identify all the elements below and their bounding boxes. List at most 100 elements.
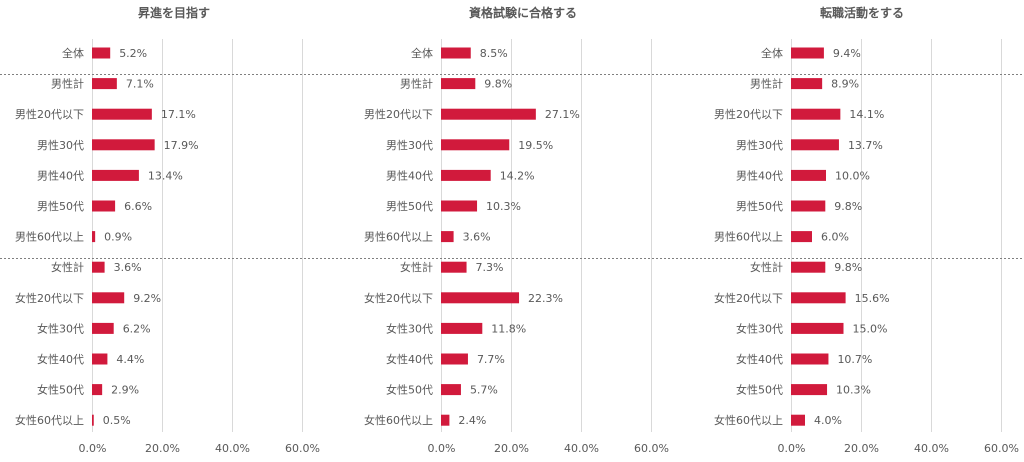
panel-2-bar-12: [441, 414, 450, 426]
panel-1-bar-1: [92, 78, 117, 90]
panel-2-value-label-5: 10.3%: [486, 200, 521, 213]
separator-layer: [0, 74, 1024, 259]
panel-3-category-label-1: 男性計: [750, 77, 783, 91]
panel-3-value-label-10: 10.7%: [837, 353, 872, 366]
panel-1-category-label-7: 女性計: [51, 260, 84, 274]
panel-1-category-label-12: 女性60代以上: [15, 413, 84, 427]
panel-2-title: 資格試験に合格する: [469, 5, 577, 20]
panel-3-x-tick-label-2: 40.0%: [914, 442, 949, 455]
panel-2-bar-9: [441, 322, 483, 334]
panel-1-bar-0: [92, 47, 111, 59]
panel-1-value-label-12: 0.5%: [103, 414, 131, 427]
panel-3-category-label-11: 女性50代: [736, 383, 783, 397]
panel-3-bar-4: [791, 169, 826, 181]
panel-3-value-label-0: 9.4%: [833, 47, 861, 60]
panel-1-value-label-1: 7.1%: [126, 78, 154, 91]
panel-2-x-tick-label-1: 20.0%: [494, 442, 529, 455]
panel-1-bar-9: [92, 322, 114, 334]
panel-3-bar-1: [791, 78, 823, 90]
panel-3-category-label-10: 女性40代: [736, 352, 783, 366]
panel-1-value-label-7: 3.6%: [114, 261, 142, 274]
panel-3-bar-9: [791, 322, 844, 334]
panel-1-bar-12: [92, 414, 94, 426]
panel-2-value-label-10: 7.7%: [477, 353, 505, 366]
panel-1-bar-11: [92, 384, 103, 396]
panel-1-bar-5: [92, 200, 116, 212]
panel-3-bar-8: [791, 292, 846, 304]
panel-3-value-label-2: 14.1%: [849, 108, 884, 121]
panel-2-value-label-9: 11.8%: [491, 322, 526, 335]
panel-2-category-label-0: 全体: [411, 46, 433, 60]
bars-layer: [92, 47, 846, 426]
panel-2-bar-4: [441, 169, 491, 181]
panel-3-bar-3: [791, 139, 839, 151]
panel-2-bar-8: [441, 292, 520, 304]
panel-2-category-label-12: 女性60代以上: [364, 413, 433, 427]
panel-2-value-label-1: 9.8%: [484, 78, 512, 91]
panel-2-value-label-3: 19.5%: [518, 139, 553, 152]
panel-1-value-label-4: 13.4%: [148, 169, 183, 182]
panel-2-x-tick-label-3: 60.0%: [634, 442, 669, 455]
panel-2-value-label-2: 27.1%: [545, 108, 580, 121]
panel-3-category-label-12: 女性60代以上: [714, 413, 783, 427]
panel-1-value-label-9: 6.2%: [123, 322, 151, 335]
panel-2-x-tick-label-0: 0.0%: [428, 442, 456, 455]
panel-1-x-tick-label-1: 20.0%: [145, 442, 180, 455]
panel-3-bar-5: [791, 200, 826, 212]
panel-1-x-tick-label-2: 40.0%: [215, 442, 250, 455]
panel-3-category-label-4: 男性40代: [736, 168, 783, 182]
panel-2-bar-11: [441, 384, 461, 396]
panel-3-bar-10: [791, 353, 829, 365]
panel-1-bar-8: [92, 292, 125, 304]
panel-3-x-tick-label-3: 60.0%: [984, 442, 1019, 455]
panel-3-category-label-5: 男性50代: [736, 199, 783, 213]
panel-1-category-label-0: 全体: [62, 46, 84, 60]
panel-1-title: 昇進を目指す: [138, 5, 210, 20]
panel-2-category-label-10: 女性40代: [386, 352, 433, 366]
panel-3-value-label-5: 9.8%: [834, 200, 862, 213]
panel-1-value-label-5: 6.6%: [124, 200, 152, 213]
panel-1-category-label-4: 男性40代: [37, 168, 84, 182]
panel-1-x-tick-label-3: 60.0%: [285, 442, 320, 455]
panel-1-value-label-10: 4.4%: [116, 353, 144, 366]
panel-1-category-label-8: 女性20代以下: [15, 291, 84, 305]
panel-1-bar-2: [92, 108, 152, 120]
panel-3-category-label-2: 男性20代以下: [714, 107, 783, 121]
panel-1-value-label-2: 17.1%: [161, 108, 196, 121]
panel-1-bar-6: [92, 231, 96, 243]
panel-3-category-label-6: 男性60代以上: [714, 230, 783, 244]
panel-2-category-label-3: 男性30代: [386, 138, 433, 152]
panel-3-category-label-3: 男性30代: [736, 138, 783, 152]
panel-2-category-label-2: 男性20代以下: [364, 107, 433, 121]
panel-2-x-tick-label-2: 40.0%: [564, 442, 599, 455]
grid-layer: [92, 39, 1002, 432]
panel-3-value-label-8: 15.6%: [855, 292, 890, 305]
panel-2-bar-6: [441, 231, 454, 243]
panel-2-category-label-4: 男性40代: [386, 168, 433, 182]
panel-1-category-label-6: 男性60代以上: [15, 230, 84, 244]
panel-1-value-label-3: 17.9%: [164, 139, 199, 152]
panel-3-title: 転職活動をする: [820, 5, 904, 20]
panel-2-value-label-7: 7.3%: [476, 261, 504, 274]
panel-3-value-label-6: 6.0%: [821, 231, 849, 244]
panel-1-value-label-8: 9.2%: [133, 292, 161, 305]
panel-1-value-label-0: 5.2%: [119, 47, 147, 60]
panel-3-value-label-4: 10.0%: [835, 169, 870, 182]
panel-1-value-label-6: 0.9%: [104, 231, 132, 244]
panel-1-category-label-10: 女性40代: [37, 352, 84, 366]
panel-1-value-label-11: 2.9%: [111, 384, 139, 397]
panel-2-value-label-4: 14.2%: [500, 169, 535, 182]
panel-2-category-label-5: 男性50代: [386, 199, 433, 213]
panel-1-category-label-11: 女性50代: [37, 383, 84, 397]
panel-3-bar-6: [791, 231, 812, 243]
panel-2-category-label-11: 女性50代: [386, 383, 433, 397]
panel-1-category-label-2: 男性20代以下: [15, 107, 84, 121]
panel-2-bar-5: [441, 200, 478, 212]
panel-1-category-label-3: 男性30代: [37, 138, 84, 152]
panel-2-bar-1: [441, 78, 476, 90]
panel-3-category-label-9: 女性30代: [736, 321, 783, 335]
panel-2-category-label-9: 女性30代: [386, 321, 433, 335]
panel-3-value-label-1: 8.9%: [831, 78, 859, 91]
panel-1-category-label-5: 男性50代: [37, 199, 84, 213]
